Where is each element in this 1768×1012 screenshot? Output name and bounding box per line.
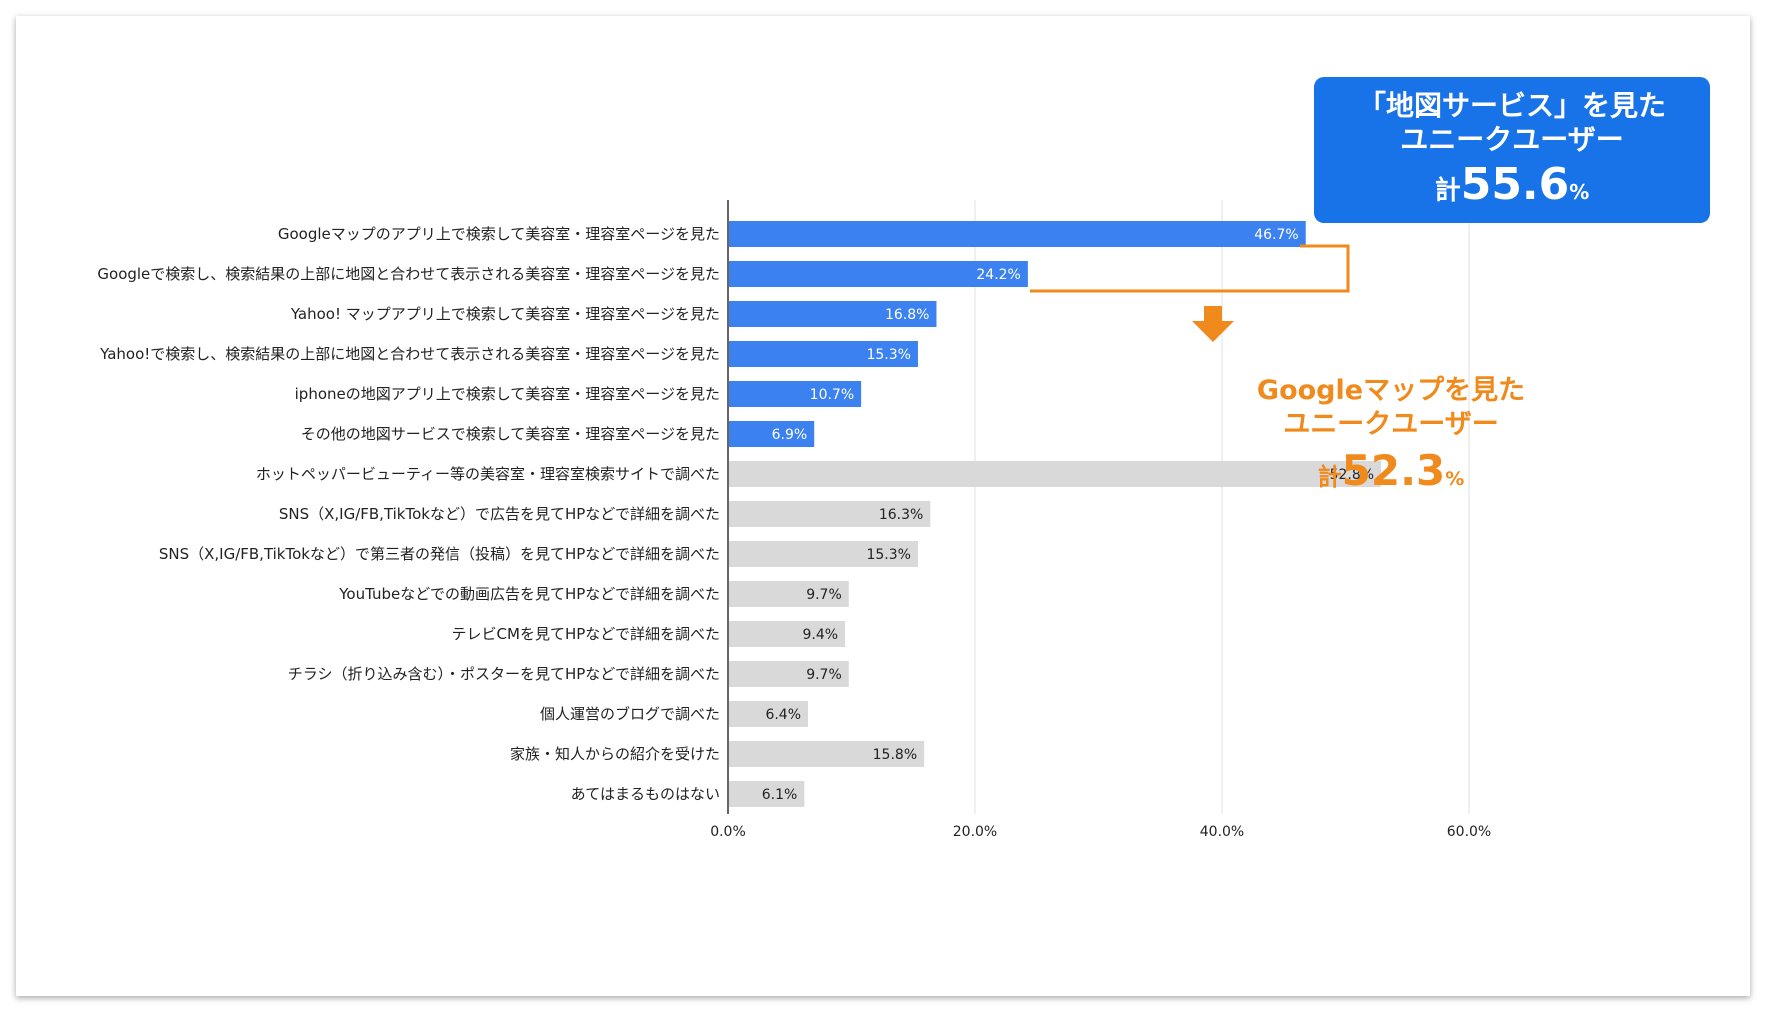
google-maps-total-prefix: 計 [1317,463,1342,491]
google-maps-annotation [1030,244,1350,342]
google-maps-callout-line1: Googleマップを見た [1256,375,1526,406]
category-label: チラシ（折り込み含む）・ポスターを見てHPなどで詳細を調べた [288,665,720,683]
map-service-callout-box: 「地図サービス」を見た ユニークユーザー 計55.6% [1314,77,1710,223]
bar-value-label: 6.9% [772,427,808,443]
bars: 46.7% 24.2% 16.8% 15.3% 10.7% 6.9% 52.8% 16.3% 1… [729,221,1382,807]
bar-chart: 46.7% 24.2% 16.8% 15.3% 10.7% 6.9% 52.8% 16.3% 1… [97,200,1491,840]
bar-value-label: 52.8% [1330,467,1374,483]
bar [729,701,809,727]
bar [729,781,805,807]
category-labels: Googleマップのアプリ上で検索して美容室・理容室ページを見た Googleで検… [97,225,720,803]
bar [729,501,931,527]
category-label: Googleマップのアプリ上で検索して美容室・理容室ページを見た [278,225,720,243]
bar [729,541,918,567]
category-label: 個人運営のブログで調べた [540,705,720,723]
bar-value-label: 15.3% [866,547,910,563]
category-label: その他の地図サービスで検索して美容室・理容室ページを見た [301,425,720,443]
bar-value-label: 16.3% [879,507,923,523]
bar-value-label: 24.2% [976,267,1020,283]
bar [729,661,849,687]
map-service-callout-total: 計55.6% [1314,161,1710,218]
bar-value-label: 6.4% [765,707,801,723]
google-maps-callout-total: 計52.3% [1216,448,1566,503]
map-service-total-value: 55.6 [1460,159,1570,210]
category-label: SNS（X,IG/FB,TikTokなど）で第三者の発信（投稿）を見てHPなどで… [159,545,720,563]
x-tick-label: 20.0% [953,824,997,840]
x-tick-label: 0.0% [710,824,746,840]
bar-value-label: 9.7% [806,667,842,683]
bar [729,421,815,447]
x-tick-label: 60.0% [1447,824,1491,840]
map-service-total-unit: % [1569,180,1590,204]
map-service-callout-line1: 「地図サービス」を見た [1357,89,1666,122]
bar [729,221,1306,247]
category-label: Yahoo!で検索し、検索結果の上部に地図と合わせて表示される美容室・理容室ペー… [99,345,720,363]
category-label: ホットペッパービューティー等の美容室・理容室検索サイトで調べた [256,465,720,483]
bar [729,341,918,367]
bar [729,261,1028,287]
orange-down-arrow-icon [1192,306,1234,342]
category-label: Yahoo! マップアプリ上で検索して美容室・理容室ページを見た [290,305,720,323]
google-maps-total-value: 52.3 [1341,446,1446,495]
bar-value-label: 10.7% [810,387,854,403]
category-label: Googleで検索し、検索結果の上部に地図と合わせて表示される美容室・理容室ペー… [97,265,720,283]
map-service-callout-line2: ユニークユーザー [1400,123,1624,156]
category-label: テレビCMを見てHPなどで詳細を調べた [452,625,720,643]
x-tick-label: 40.0% [1200,824,1244,840]
chart-card: 46.7% 24.2% 16.8% 15.3% 10.7% 6.9% 52.8% 16.3% 1… [16,16,1750,996]
x-axis-ticks: 0.0% 20.0% 40.0% 60.0% [710,824,1491,840]
bar-value-label: 9.4% [803,627,839,643]
category-label: SNS（X,IG/FB,TikTokなど）で広告を見てHPなどで詳細を調べた [279,505,720,523]
bar [729,461,1382,487]
bar-value-label: 15.3% [866,347,910,363]
bar [729,381,862,407]
bar [729,741,925,767]
map-service-total-prefix: 計 [1434,176,1461,206]
category-label: あてはまるものはない [571,785,720,803]
orange-bracket-connector [1030,244,1350,293]
category-label: iphoneの地図アプリ上で検索して美容室・理容室ページを見た [295,385,720,403]
google-maps-total-unit: % [1445,468,1465,490]
google-maps-callout-line2: ユニークユーザー [1283,409,1499,440]
bar-value-label: 15.8% [873,747,917,763]
bar [729,581,849,607]
bar [729,301,937,327]
bar-value-label: 16.8% [885,307,929,323]
gridlines [727,200,1470,814]
bar-value-label: 46.7% [1254,227,1298,243]
bar-value-label: 9.7% [806,587,842,603]
category-label: YouTubeなどでの動画広告を見てHPなどで詳細を調べた [338,585,720,603]
category-label: 家族・知人からの紹介を受けた [510,745,720,763]
bar-value-label: 6.1% [762,787,798,803]
google-maps-callout: Googleマップを見た ユニークユーザー 計52.3% [1216,374,1566,503]
bar [729,621,846,647]
